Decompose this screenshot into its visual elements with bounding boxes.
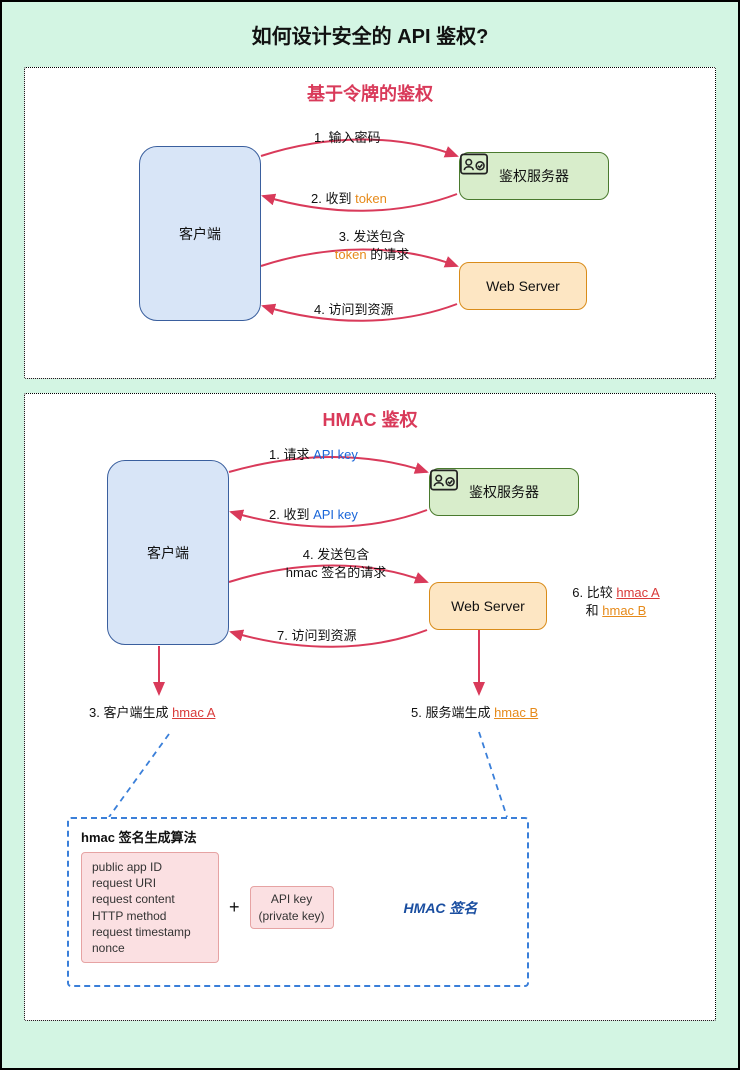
step2-label-s2: 2. 收到 API key <box>269 506 358 524</box>
algo-title: hmac 签名生成算法 <box>81 827 515 846</box>
algo-result: HMAC 签名 <box>404 898 478 918</box>
algo-input-2: request content <box>92 891 208 907</box>
auth-label-s2: 鉴权服务器 <box>469 482 539 502</box>
algo-input-0: public app ID <box>92 859 208 875</box>
step2-label-s1: 2. 收到 token <box>311 190 387 208</box>
web-server-node-s1: Web Server <box>459 262 587 310</box>
step5-label-s2: 5. 服务端生成 hmac B <box>411 704 538 722</box>
id-card-icon <box>460 153 488 175</box>
auth-server-node-s2: 鉴权服务器 <box>429 468 579 516</box>
algo-input-4: request timestamp <box>92 924 208 940</box>
step1-label-s1: 1. 输入密码 <box>314 129 380 147</box>
section2-title: HMAC 鉴权 <box>39 406 701 432</box>
auth-server-node-s1: 鉴权服务器 <box>459 152 609 200</box>
page-title: 如何设计安全的 API 鉴权? <box>24 20 716 49</box>
algo-input-3: HTTP method <box>92 908 208 924</box>
section2-diagram: 客户端 鉴权服务器 Web Server 1. 请求 API key 2 <box>39 442 701 1002</box>
web-label-s1: Web Server <box>486 278 560 294</box>
section1-diagram: 客户端 鉴权服务器 Web Server 1. 输入密码 2. 收到 token <box>39 116 701 376</box>
algo-inputs-box: public app ID request URI request conten… <box>81 852 219 963</box>
plus-sign: + <box>229 897 240 918</box>
client-label-s1: 客户端 <box>179 224 221 244</box>
id-card-icon <box>430 469 458 491</box>
algo-key-line1: API key <box>259 891 325 907</box>
algo-key-box: API key (private key) <box>250 886 334 928</box>
section1-title: 基于令牌的鉴权 <box>39 80 701 106</box>
client-node-s2: 客户端 <box>107 460 229 645</box>
algo-key-line2: (private key) <box>259 908 325 924</box>
web-label-s2: Web Server <box>451 598 525 614</box>
algo-input-1: request URI <box>92 875 208 891</box>
client-node-s1: 客户端 <box>139 146 261 321</box>
step6-label-s2: 6. 比较 hmac A 和 hmac B <box>551 584 681 619</box>
step1-label-s2: 1. 请求 API key <box>269 446 358 464</box>
algo-input-5: nonce <box>92 940 208 956</box>
step4-label-s1: 4. 访问到资源 <box>314 301 393 319</box>
step7-label-s2: 7. 访问到资源 <box>277 627 356 645</box>
algo-row: public app ID request URI request conten… <box>81 852 515 963</box>
page-container: 如何设计安全的 API 鉴权? 基于令牌的鉴权 客户端 <box>0 0 740 1070</box>
step3-label-s2: 3. 客户端生成 hmac A <box>89 704 215 722</box>
section-token-auth: 基于令牌的鉴权 客户端 <box>24 67 716 379</box>
web-server-node-s2: Web Server <box>429 582 547 630</box>
client-label-s2: 客户端 <box>147 543 189 563</box>
hmac-algorithm-box: hmac 签名生成算法 public app ID request URI re… <box>67 817 529 987</box>
step4-label-s2: 4. 发送包含 hmac 签名的请求 <box>271 546 401 581</box>
section-hmac-auth: HMAC 鉴权 <box>24 393 716 1021</box>
auth-label-s1: 鉴权服务器 <box>499 166 569 186</box>
step3-label-s1: 3. 发送包含 token 的请求 <box>307 228 437 263</box>
